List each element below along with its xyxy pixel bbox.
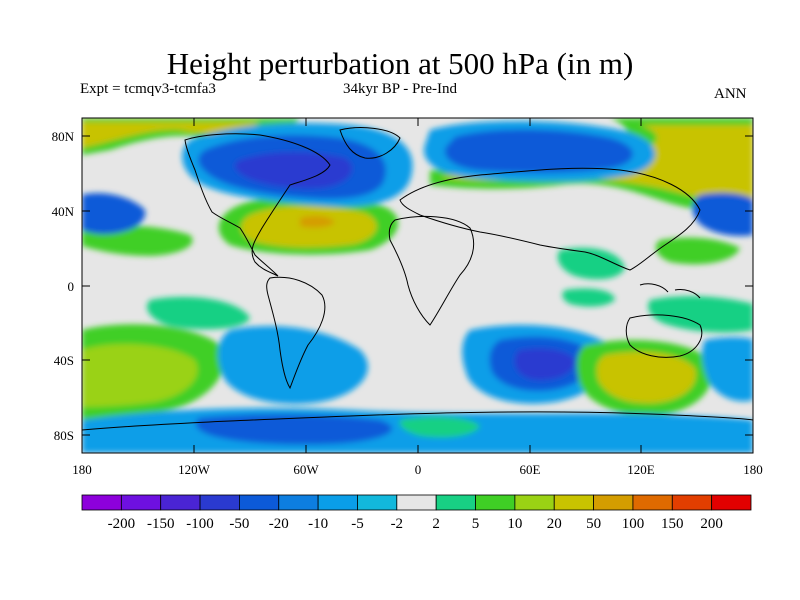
coast-africa [388,216,475,326]
contour-positive-indian [557,247,625,280]
colorbar-label: 200 [700,516,723,532]
period-label: 34kyr BP - Pre-Ind [343,81,458,97]
contour-negative-pacific-north-east [692,192,753,236]
contour-positive-tropics-pacific [146,296,250,330]
lat-label-80s: 80S [54,428,74,443]
colorbar-swatch [357,494,398,511]
lon-label-60e: 60E [520,462,541,477]
coast-greenland [339,127,401,159]
colorbar-swatch [435,494,476,511]
colorbar-label: -2 [391,516,404,532]
colorbar-swatch [671,494,713,511]
colorbar-label: -20 [269,516,289,532]
contour-negative-south-atlantic [218,326,368,404]
lat-label-eq: 0 [68,279,75,294]
colorbar-label: 100 [622,516,645,532]
season-label: ANN [714,86,747,102]
coast-south-america [266,276,326,390]
coast-indonesia [639,283,701,299]
colorbar-swatch [317,494,358,511]
contour-negative-south-east-pacific [702,337,753,402]
colorbar-label: -10 [308,516,328,532]
colorbar-label: 50 [586,516,601,532]
contour-positive-east-pacific [648,296,753,333]
colorbar-label: -5 [351,516,364,532]
colorbar-label: 2 [432,516,440,532]
colorbar-swatch [120,494,162,511]
contour-positive-indian-south [562,288,615,307]
lat-label-40s: 40S [54,353,74,368]
contour-positive-atlantic-peak [300,215,335,228]
lon-label-180w: 180 [72,462,92,477]
colorbar-swatch [160,494,201,511]
lat-label-80n: 80N [52,129,75,144]
lon-label-120e: 120E [627,462,655,477]
contour-positive-north-west-core [82,122,260,148]
coast-north-america [184,133,331,277]
coast-australia [625,314,703,358]
colorbar: -200 -150 -100 -50 -20 -10 -5 -2 2 5 10 20 50 100 150 2… [81,494,752,532]
coastlines [82,127,753,431]
colorbar-swatch [632,494,673,511]
contour-negative-pacific-north-west [82,193,146,235]
colorbar-swatch [199,494,240,511]
contour-positive-antarctic-patch [399,416,480,438]
lon-ticks [193,118,642,453]
lon-label-0: 0 [415,462,422,477]
colorbar-swatch [396,494,437,511]
colorbar-label: -100 [186,516,214,532]
contour-positive-south-australia-core [596,351,696,404]
colorbar-label: -150 [147,516,175,532]
colorbar-swatch [711,494,752,511]
colorbar-label: 10 [507,516,522,532]
lon-label-120w: 120W [178,462,211,477]
experiment-label: Expt = tcmqv3-tcmfa3 [80,81,216,97]
contour-negative-canada-deep [235,152,352,189]
colorbar-swatch [593,494,634,511]
colorbar-swatch [514,494,555,511]
colorbar-swatch [475,494,516,511]
colorbar-label: -200 [108,516,136,532]
colorbar-swatch [81,494,122,511]
lat-ticks [82,135,753,436]
contour-negative-eurasia-core [445,129,633,173]
lon-label-180e: 180 [743,462,763,477]
contour-negative-south-indian-deep [515,348,575,380]
colorbar-label: 5 [472,516,480,532]
colorbar-swatch [553,494,594,511]
plot-title: Height perturbation at 500 hPa (in m) [166,46,634,81]
contour-positive-asia [655,237,740,265]
colorbar-swatch [278,494,319,511]
lon-label-60w: 60W [293,462,319,477]
coast-eurasia [399,167,701,271]
lat-label-40n: 40N [52,204,75,219]
contour-positive-south-pacific-core [82,344,198,407]
contour-negative-southern-ocean-core [195,414,392,445]
coast-antarctica [82,411,753,431]
colorbar-swatch [239,494,280,511]
contour-field [82,118,753,453]
colorbar-label: -50 [229,516,249,532]
colorbar-label: 20 [547,516,562,532]
colorbar-label: 150 [661,516,684,532]
